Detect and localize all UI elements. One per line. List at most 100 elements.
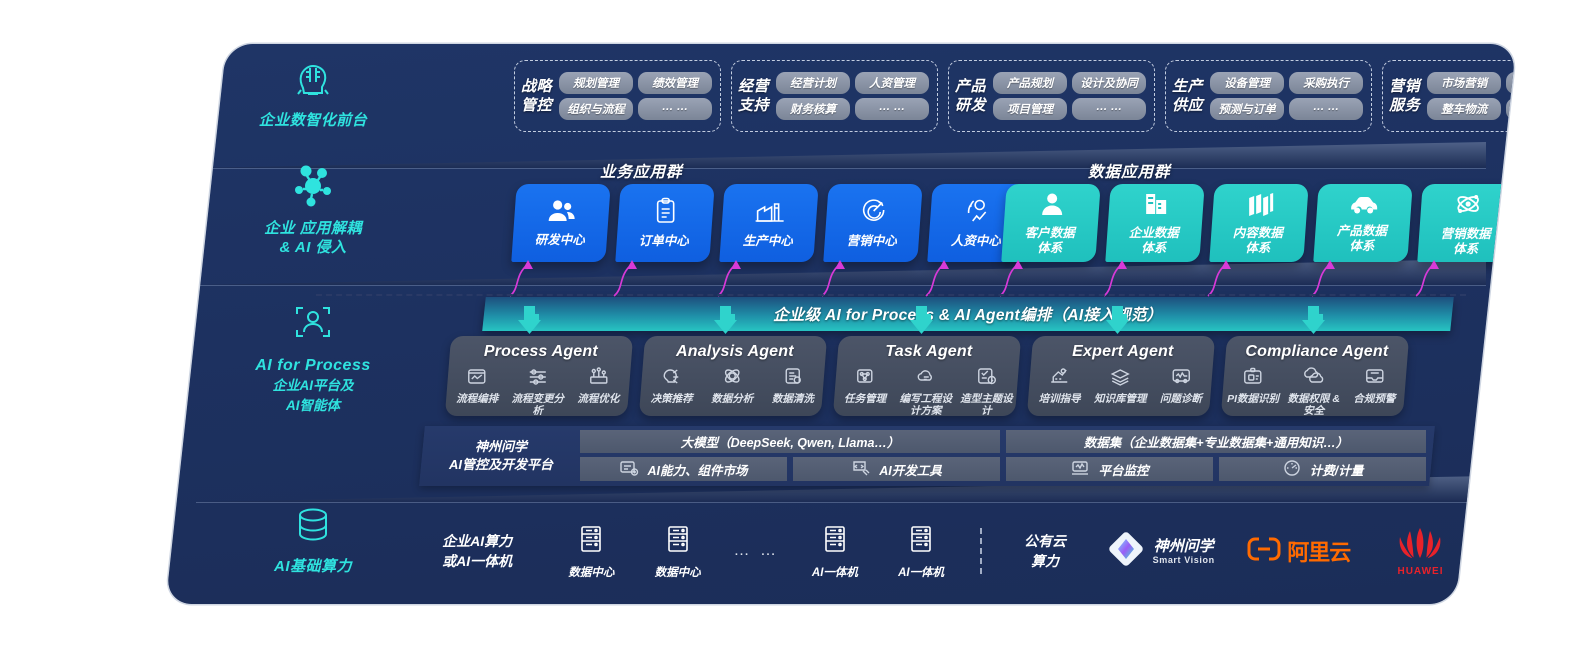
agent-capability-label: 数据权限 & 安全 <box>1287 393 1341 417</box>
domain-chip[interactable]: 产品规划 <box>993 72 1068 94</box>
domain-operations[interactable]: 经营 支持 经营计划 人资管理 财务核算 … … <box>731 60 939 132</box>
agent-capability[interactable]: 数据清洗 <box>764 366 822 405</box>
data-card-content[interactable]: 内容数据 体系 <box>1209 184 1309 262</box>
logo-text-cn: 神州问学 <box>1153 537 1214 555</box>
domain-chip[interactable]: … … <box>1506 98 1517 120</box>
agent-capability[interactable]: 流程优化 <box>569 366 627 417</box>
domain-chip[interactable]: 客户关系 <box>1506 72 1517 94</box>
agent-capability[interactable]: 数据权限 & 安全 <box>1285 366 1343 417</box>
agent-card-compliance[interactable]: Compliance Agent PI数据识别 <box>1220 336 1410 417</box>
platform-llm-bar[interactable]: 大模型（DeepSeek, Qwen, Llama…） <box>580 430 1000 453</box>
agent-capability[interactable]: 培训指导 <box>1031 366 1089 405</box>
rail-label-ai-for-process: AI for Process 企业AI平台及 AI智能体 <box>218 299 408 415</box>
agent-capability[interactable]: 造型主题设计 <box>957 366 1015 417</box>
domain-chip[interactable]: … … <box>855 98 930 120</box>
logo-text: 阿里云 <box>1287 540 1351 565</box>
agent-capability[interactable]: 知识库管理 <box>1091 366 1149 405</box>
domain-chip[interactable]: 市场营销 <box>1427 72 1502 94</box>
task-network-icon <box>854 369 876 390</box>
app-card-order-center[interactable]: 订单中心 <box>615 184 715 262</box>
domain-chip[interactable]: 整车物流 <box>1427 98 1502 120</box>
platform-cell-ai-market[interactable]: AI能力、组件市场 <box>580 457 787 481</box>
logo-alibaba-cloud[interactable]: 阿里云 <box>1229 535 1369 567</box>
data-card-product[interactable]: 产品数据 体系 <box>1313 184 1413 262</box>
agent-capability[interactable]: 决策推荐 <box>643 366 701 405</box>
domain-chip[interactable]: 项目管理 <box>993 98 1068 120</box>
agent-capability-label: 问题诊断 <box>1159 393 1202 405</box>
platform-dataset-bar[interactable]: 数据集（企业数据集+专业数据集+通用知识…） <box>1006 430 1426 453</box>
platform-cell-billing[interactable]: 计费/计量 <box>1219 457 1426 481</box>
infra-node-label: AI一体机 <box>811 566 858 579</box>
infra-ellipsis: … … <box>733 542 779 559</box>
market-icon <box>619 459 639 480</box>
flow-chart-icon <box>466 369 488 390</box>
domain-production-supply[interactable]: 生产 供应 设备管理 采购执行 预测与订单 … … <box>1165 60 1373 132</box>
infra-node-label: 数据中心 <box>568 566 615 579</box>
agent-capability[interactable]: 编写工程设计方案 <box>897 366 955 417</box>
platform-cell-devtool[interactable]: AI开发工具 <box>793 457 1000 481</box>
agent-capability[interactable]: 流程变更分析 <box>509 366 567 417</box>
training-icon <box>1049 368 1071 390</box>
data-app-cards: 客户数据 体系 企业数据 体系 <box>1001 184 1517 262</box>
rail-label-text-2: & AI 侵入 <box>279 239 347 256</box>
brain-head-icon <box>218 56 408 105</box>
building-icon <box>1143 191 1169 222</box>
rail-label-decoupling: 企业 应用解耦 & AI 侵入 <box>218 162 408 257</box>
app-card-rd-center[interactable]: 研发中心 <box>511 184 611 262</box>
domain-chip[interactable]: 采购执行 <box>1289 72 1364 94</box>
person-chart-icon <box>963 197 993 230</box>
agent-capability[interactable]: 合规预警 <box>1345 366 1403 417</box>
app-card-hr-center[interactable]: 人资中心 <box>927 184 1027 262</box>
infra-node-allinone-2[interactable]: AI一体机 <box>878 523 964 580</box>
agent-capability-label: 培训指导 <box>1038 393 1081 405</box>
domain-chip[interactable]: 规划管理 <box>559 72 634 94</box>
agent-title: Task Agent <box>885 343 973 360</box>
agent-capability-label: 造型主题设计 <box>960 393 1013 417</box>
server-rack-icon <box>819 523 851 560</box>
logo-shenzhou-wenxue[interactable]: 神州问学 Smart Vision <box>1092 529 1229 574</box>
domain-chip[interactable]: … … <box>1289 98 1364 120</box>
domain-chip[interactable]: … … <box>1072 98 1147 120</box>
agent-capability[interactable]: PI数据识别 <box>1224 366 1282 417</box>
rail-label-text: AI基础算力 <box>273 558 352 575</box>
data-card-enterprise[interactable]: 企业数据 体系 <box>1105 184 1205 262</box>
agent-card-expert[interactable]: Expert Agent 培训指导 知识库管理 <box>1026 336 1216 416</box>
infra-node-datacenter-1[interactable]: 数据中心 <box>548 523 634 580</box>
logo-huawei[interactable]: HUAWEI <box>1369 526 1472 577</box>
data-card-marketing[interactable]: 营销数据 体系 <box>1417 184 1517 262</box>
agent-card-task[interactable]: Task Agent 任务管理 编写工程设计方案 <box>832 336 1022 417</box>
agent-capability[interactable]: 流程编排 <box>448 366 506 417</box>
agent-capability[interactable]: 数据分析 <box>703 366 761 405</box>
app-card-production-center[interactable]: 生产中心 <box>719 184 819 262</box>
infra-divider <box>980 528 983 574</box>
agent-capability[interactable]: 任务管理 <box>836 366 894 417</box>
domain-chip[interactable]: 预测与订单 <box>1210 98 1285 120</box>
agent-capability[interactable]: 问题诊断 <box>1152 366 1210 405</box>
domain-chip[interactable]: 绩效管理 <box>638 72 713 94</box>
platform-left-column: 大模型（DeepSeek, Qwen, Llama…） AI能力、组件市场 <box>580 430 1000 481</box>
domain-strategy[interactable]: 战略 管控 规划管理 绩效管理 组织与流程 … … <box>514 60 722 132</box>
molecule-node-icon <box>218 162 408 213</box>
domain-chip[interactable]: … … <box>638 98 713 120</box>
server-rack-icon <box>575 523 607 560</box>
agent-card-process[interactable]: Process Agent 流程编排 流程变更分析 <box>444 336 634 417</box>
domain-chip[interactable]: 设计及协同 <box>1072 72 1147 94</box>
server-rack-icon <box>905 523 937 560</box>
infra-node-datacenter-2[interactable]: 数据中心 <box>635 523 721 580</box>
data-card-customer[interactable]: 客户数据 体系 <box>1001 184 1101 262</box>
domain-chip[interactable]: 设备管理 <box>1210 72 1285 94</box>
orchestration-banner[interactable]: 企业级 AI for Process & AI Agent编排（AI接入规范） <box>482 297 1454 331</box>
rail-label-text: 企业 应用解耦 <box>264 220 362 237</box>
layer-slab-2 <box>196 259 1486 285</box>
infra-node-allinone-1[interactable]: AI一体机 <box>792 523 878 580</box>
domain-product-rd[interactable]: 产品 研发 产品规划 设计及协同 项目管理 … … <box>948 60 1156 132</box>
agent-card-analysis[interactable]: Analysis Agent 决策推荐 数据分析 <box>638 336 828 416</box>
domain-chip[interactable]: 组织与流程 <box>559 98 634 120</box>
app-card-marketing-center[interactable]: 营销中心 <box>823 184 923 262</box>
domain-chip[interactable]: 财务核算 <box>776 98 851 120</box>
platform-cell-label: 计费/计量 <box>1309 463 1364 478</box>
domain-chip[interactable]: 经营计划 <box>776 72 851 94</box>
domain-chip[interactable]: 人资管理 <box>855 72 930 94</box>
platform-cell-monitor[interactable]: 平台监控 <box>1006 457 1213 481</box>
